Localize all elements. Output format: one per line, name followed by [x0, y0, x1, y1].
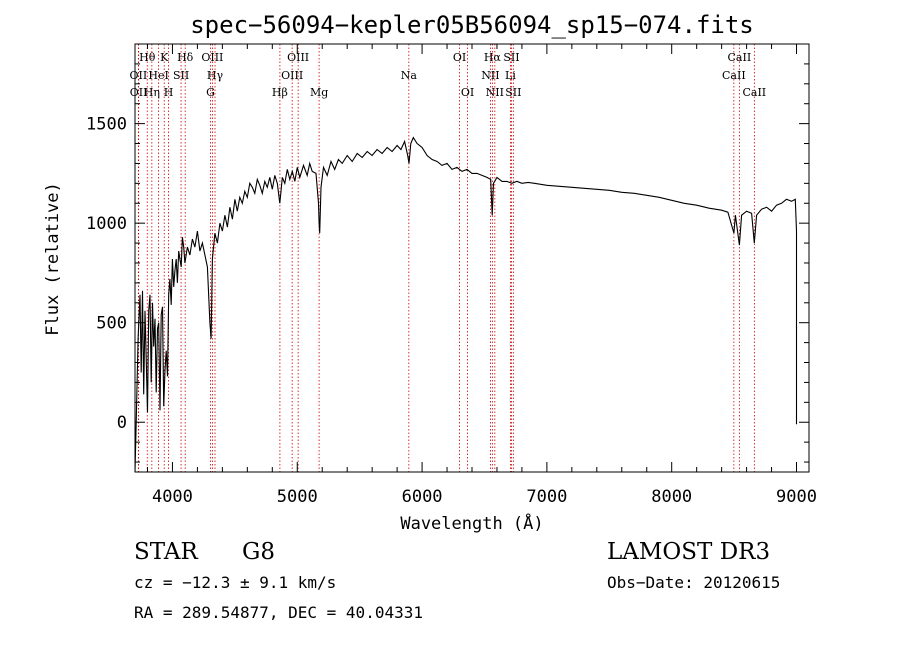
marker-label: G [206, 86, 215, 99]
x-axis-label: Wavelength (Å) [400, 512, 543, 534]
marker-label: NII [481, 69, 499, 82]
object-subclass: G8 [242, 539, 276, 565]
y-tick-label: 0 [117, 413, 127, 433]
marker-label: OI [453, 51, 466, 64]
marker-label: H [164, 86, 174, 99]
marker-label: Hδ [177, 51, 194, 64]
marker-label: OI [461, 86, 474, 99]
marker-label: Na [401, 69, 418, 82]
coordinates-readout: RA = 289.54877, DEC = 40.04331 [134, 603, 423, 622]
x-tick-label: 6000 [402, 487, 443, 507]
marker-label: SII [173, 69, 189, 82]
marker-label: Hγ [207, 69, 224, 82]
y-tick-label: 500 [96, 314, 127, 334]
marker-label: Hθ [139, 51, 156, 64]
marker-label: OIII [281, 69, 303, 82]
marker-label: Hη [144, 86, 160, 99]
x-tick-label: 5000 [277, 487, 318, 507]
marker-label: HeI [148, 69, 168, 82]
y-tick-label: 1000 [86, 214, 127, 234]
marker-label: Li [505, 69, 516, 82]
x-tick-label: 9000 [776, 487, 817, 507]
observation-date: Obs−Date: 20120615 [607, 573, 781, 592]
spectrum-line [134, 136, 798, 473]
marker-label: OIII [287, 51, 309, 64]
y-axis: 0 500 1000 1500 [86, 63, 809, 463]
marker-label: Hα [484, 51, 502, 64]
object-class: STAR [134, 539, 198, 565]
marker-label: CaII [742, 86, 766, 99]
marker-label: Mg [310, 86, 328, 99]
redshift-readout: cz = −12.3 ± 9.1 km/s [134, 573, 337, 592]
survey-name: LAMOST DR3 [607, 539, 771, 565]
marker-label: SII [503, 51, 519, 64]
marker-label: OIII [201, 51, 223, 64]
marker-label: OII [130, 69, 148, 82]
marker-label: OII [130, 86, 148, 99]
marker-label: CaII [722, 69, 746, 82]
plot-frame [134, 43, 810, 473]
spectral-line-markers [137, 44, 755, 472]
marker-label: CaII [728, 51, 752, 64]
marker-label: NII [486, 86, 504, 99]
y-axis-label: Flux (relative) [43, 182, 63, 336]
y-tick-label: 1500 [86, 115, 127, 135]
x-tick-label: 4000 [152, 487, 193, 507]
x-tick-label: 8000 [651, 487, 692, 507]
x-tick-label: 7000 [526, 487, 567, 507]
marker-label: SII [505, 86, 521, 99]
marker-label: K [160, 51, 169, 64]
marker-label: Hβ [272, 86, 288, 99]
chart-title: spec−56094−kepler05B56094_sp15−074.fits [190, 11, 754, 39]
x-axis: 4000 5000 6000 7000 8000 9000 [146, 44, 817, 507]
